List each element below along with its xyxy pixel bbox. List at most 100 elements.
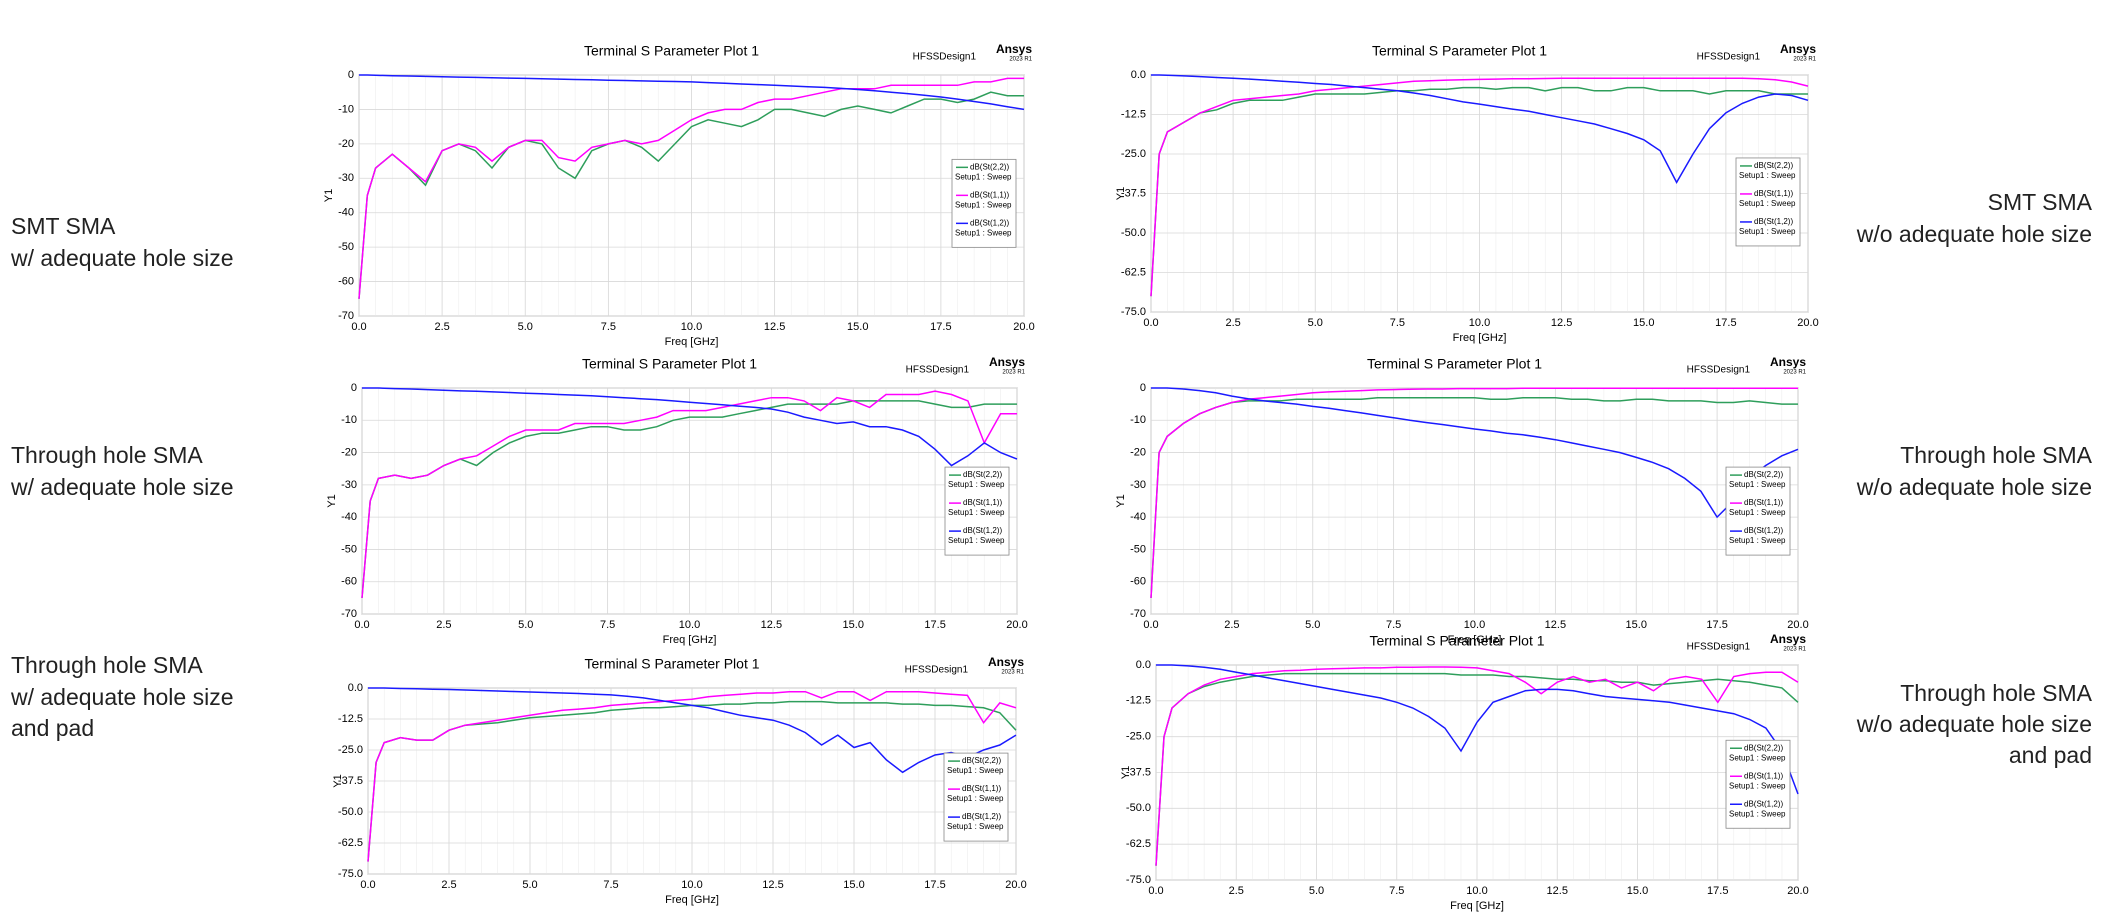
- chart: 0.0 2.5 5.0 7.5 10.0 12.5 15.0 17.5 20.0 0 -10 -20 -…: [323, 42, 1035, 348]
- y-axis-label: Y1: [323, 189, 335, 202]
- x-tick-label: 5.0: [1309, 885, 1324, 897]
- series-line: [368, 687, 1017, 774]
- x-tick-label: 20.0: [1787, 885, 1808, 897]
- x-tick-label: 20.0: [1005, 879, 1026, 891]
- panel-label: SMT SMA: [11, 213, 116, 239]
- x-tick-label: 2.5: [1229, 885, 1244, 897]
- y-axis-label: Y1: [1115, 187, 1127, 200]
- x-tick-label: 17.5: [1706, 619, 1727, 631]
- legend-setup: Setup1 : Sweep: [948, 536, 1005, 545]
- legend-setup: Setup1 : Sweep: [955, 200, 1012, 209]
- legend-name: dB(St(2,2)): [1744, 743, 1783, 752]
- legend-name: dB(St(1,1)): [1744, 771, 1783, 780]
- legend-setup: Setup1 : Sweep: [947, 794, 1004, 803]
- legend-name: dB(St(2,2)): [970, 162, 1009, 171]
- chart-title: Terminal S Parameter Plot 1: [582, 356, 757, 372]
- x-axis-label: Freq [GHz]: [663, 634, 717, 646]
- legend-name: dB(St(1,2)): [1754, 217, 1793, 226]
- y-tick-label: -70: [341, 608, 357, 620]
- y-tick-label: -20: [338, 138, 354, 150]
- x-tick-label: 15.0: [843, 879, 864, 891]
- legend-name: dB(St(1,2)): [1744, 526, 1783, 535]
- y-tick-label: -40: [341, 511, 357, 523]
- legend-setup: Setup1 : Sweep: [1729, 809, 1786, 818]
- x-axis-label: Freq [GHz]: [1453, 332, 1507, 344]
- x-tick-label: 7.5: [603, 879, 618, 891]
- y-tick-label: -37.5: [1121, 187, 1146, 199]
- legend-setup: Setup1 : Sweep: [1729, 536, 1786, 545]
- y-tick-label: 0.0: [1136, 659, 1151, 671]
- legend-box: [944, 466, 1010, 556]
- y-tick-label: -10: [1130, 414, 1146, 426]
- legend-setup: Setup1 : Sweep: [947, 822, 1004, 831]
- series-line: [1155, 672, 1799, 866]
- y-tick-label: -50: [1130, 543, 1146, 555]
- legend-name: dB(St(1,2)): [1744, 799, 1783, 808]
- x-tick-label: 15.0: [843, 619, 864, 631]
- y-tick-label: -50: [338, 241, 354, 253]
- series-line: [361, 390, 1017, 598]
- brand: Ansys: [989, 355, 1025, 369]
- y-tick-label: -25.0: [1121, 148, 1146, 160]
- panel-label: w/ adequate hole size: [10, 245, 234, 271]
- x-tick-label: 2.5: [436, 619, 451, 631]
- y-tick-label: 0.0: [1131, 69, 1146, 81]
- x-tick-label: 0.0: [1148, 885, 1163, 897]
- legend-setup: Setup1 : Sweep: [955, 172, 1012, 181]
- y-tick-label: -37.5: [1126, 766, 1151, 778]
- brand: Ansys: [1780, 42, 1816, 56]
- x-tick-label: 20.0: [1013, 321, 1034, 333]
- x-tick-label: 15.0: [1627, 885, 1648, 897]
- x-tick-label: 2.5: [434, 321, 449, 333]
- chart-title: Terminal S Parameter Plot 1: [1372, 43, 1547, 59]
- chart: 0.0 2.5 5.0 7.5 10.0 12.5 15.0 17.5 20.0 0.0 -12.5…: [1115, 42, 1819, 344]
- y-tick-label: -50.0: [1121, 227, 1146, 239]
- legend-name: dB(St(1,1)): [963, 498, 1002, 507]
- y-tick-label: -20: [1130, 446, 1146, 458]
- x-tick-label: 12.5: [761, 619, 782, 631]
- y-tick-label: -60: [1130, 576, 1146, 588]
- y-tick-label: -62.5: [338, 837, 363, 849]
- panel-label: Through hole SMA: [1900, 680, 2092, 706]
- design-name: HFSSDesign1: [1687, 365, 1751, 376]
- legend-setup: Setup1 : Sweep: [1739, 199, 1796, 208]
- x-tick-label: 10.0: [679, 619, 700, 631]
- legend-box: [951, 158, 1017, 248]
- y-tick-label: -30: [1130, 479, 1146, 491]
- design-name: HFSSDesign1: [1697, 52, 1761, 63]
- y-tick-label: 0: [351, 382, 357, 394]
- x-tick-label: 2.5: [441, 879, 456, 891]
- y-tick-label: -25.0: [1126, 731, 1151, 743]
- legend-name: dB(St(1,2)): [970, 218, 1009, 227]
- legend-name: dB(St(1,2)): [963, 526, 1002, 535]
- series-line: [1151, 74, 1809, 184]
- chart: 0.0 2.5 5.0 7.5 10.0 12.5 15.0 17.5 20.0 0 -10 -20 -…: [1115, 355, 1809, 646]
- chart-title: Terminal S Parameter Plot 1: [1369, 633, 1544, 649]
- chart-title: Terminal S Parameter Plot 1: [584, 43, 759, 59]
- y-axis-label: Y1: [1120, 766, 1132, 779]
- x-tick-label: 17.5: [924, 879, 945, 891]
- y-tick-label: -62.5: [1121, 266, 1146, 278]
- x-tick-label: 12.5: [762, 879, 783, 891]
- x-tick-label: 5.0: [518, 619, 533, 631]
- legend-name: dB(St(1,1)): [962, 784, 1001, 793]
- y-tick-label: -10: [338, 103, 354, 115]
- y-tick-label: -75.0: [338, 868, 363, 880]
- panel-label: w/ adequate hole size: [10, 684, 234, 710]
- legend-name: dB(St(1,1)): [970, 190, 1009, 199]
- panel-label: Through hole SMA: [1900, 442, 2092, 468]
- x-tick-label: 12.5: [764, 321, 785, 333]
- x-tick-label: 12.5: [1547, 885, 1568, 897]
- x-tick-label: 0.0: [360, 879, 375, 891]
- y-tick-label: -37.5: [338, 775, 363, 787]
- legend-setup: Setup1 : Sweep: [1739, 227, 1796, 236]
- legend-setup: Setup1 : Sweep: [1729, 753, 1786, 762]
- brand: Ansys: [1770, 632, 1806, 646]
- design-name: HFSSDesign1: [1687, 642, 1751, 653]
- panel-label: Through hole SMA: [11, 652, 203, 678]
- x-tick-label: 10.0: [1469, 317, 1490, 329]
- series-line: [358, 77, 1024, 299]
- panel-label: Through hole SMA: [11, 442, 203, 468]
- x-tick-label: 17.5: [924, 619, 945, 631]
- y-tick-label: -50.0: [1126, 802, 1151, 814]
